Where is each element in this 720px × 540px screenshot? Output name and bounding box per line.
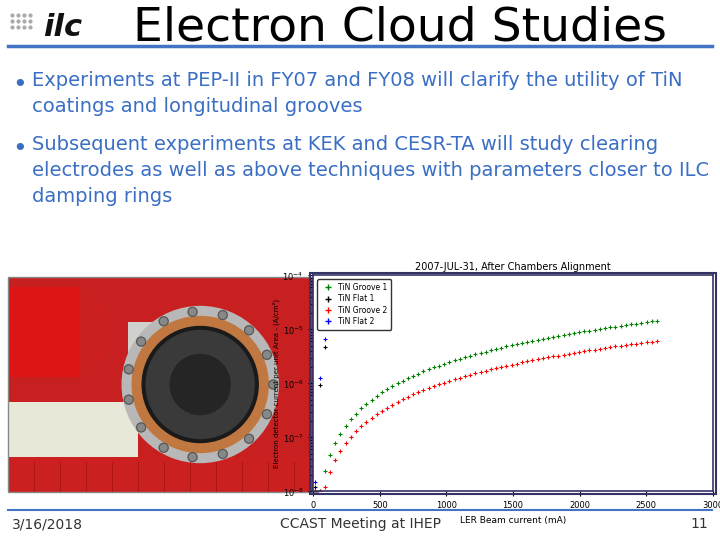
TiN Flat 1 <box>652 240 661 246</box>
Circle shape <box>245 326 253 335</box>
Line: TiN Flat 2: TiN Flat 2 <box>312 235 660 484</box>
TiN Flat 1 <box>456 240 464 246</box>
Text: ilc: ilc <box>43 14 82 43</box>
TiN Groove 1 <box>632 320 641 327</box>
Bar <box>8 457 318 492</box>
Text: CCAST Meeting at IHEP: CCAST Meeting at IHEP <box>279 517 441 531</box>
Circle shape <box>125 365 133 374</box>
TiN Groove 1 <box>388 383 397 389</box>
Circle shape <box>137 337 145 346</box>
Circle shape <box>122 307 278 462</box>
Circle shape <box>142 327 258 442</box>
TiN Groove 2 <box>388 401 397 408</box>
TiN Groove 2 <box>652 338 661 344</box>
Line: TiN Groove 1: TiN Groove 1 <box>312 319 660 494</box>
Circle shape <box>159 443 168 452</box>
TiN Flat 2 <box>367 234 376 241</box>
Bar <box>128 322 218 412</box>
Circle shape <box>26 290 110 374</box>
Circle shape <box>137 423 145 432</box>
TiN Groove 2 <box>466 372 474 378</box>
TiN Groove 2 <box>570 349 578 356</box>
Text: Experiments at PEP-II in FY07 and FY08 will clarify the utility of TiN
coatings : Experiments at PEP-II in FY07 and FY08 w… <box>32 71 683 116</box>
TiN Flat 2 <box>652 234 661 241</box>
Circle shape <box>125 395 133 404</box>
TiN Flat 2 <box>362 237 371 243</box>
TiN Groove 1 <box>362 401 371 407</box>
Text: •: • <box>12 137 27 161</box>
TiN Flat 1 <box>372 240 381 246</box>
TiN Flat 2 <box>351 251 360 257</box>
Circle shape <box>218 310 228 320</box>
TiN Flat 1 <box>351 260 360 267</box>
TiN Groove 2 <box>310 488 319 495</box>
TiN Flat 1 <box>471 240 480 246</box>
Bar <box>8 277 318 492</box>
Text: •: • <box>12 73 27 97</box>
TiN Groove 2 <box>450 376 459 383</box>
TiN Flat 1 <box>310 484 319 490</box>
TiN Groove 2 <box>362 418 371 425</box>
TiN Flat 2 <box>310 478 319 485</box>
TiN Groove 1 <box>570 330 578 336</box>
TiN Groove 2 <box>632 340 641 347</box>
Y-axis label: Electron detector current per unit Area - (A/cm²): Electron detector current per unit Area … <box>272 299 279 468</box>
Bar <box>8 277 318 492</box>
Circle shape <box>188 307 197 316</box>
Circle shape <box>262 410 271 418</box>
TiN Flat 2 <box>575 234 583 241</box>
Bar <box>8 402 138 492</box>
Circle shape <box>262 350 271 359</box>
TiN Groove 1 <box>310 488 319 495</box>
TiN Flat 2 <box>632 234 641 241</box>
Bar <box>10 287 80 377</box>
TiN Groove 1 <box>450 357 459 363</box>
TiN Flat 2 <box>471 234 480 241</box>
TiN Groove 1 <box>466 353 474 359</box>
TiN Flat 1 <box>632 240 641 246</box>
Text: 3/16/2018: 3/16/2018 <box>12 517 83 531</box>
X-axis label: LER Beam current (mA): LER Beam current (mA) <box>460 516 566 525</box>
Line: TiN Flat 1: TiN Flat 1 <box>312 240 660 490</box>
Circle shape <box>245 434 253 443</box>
Legend: TiN Groove 1, TiN Flat 1, TiN Groove 2, TiN Flat 2: TiN Groove 1, TiN Flat 1, TiN Groove 2, … <box>317 279 392 330</box>
Circle shape <box>146 330 254 438</box>
Circle shape <box>170 354 230 415</box>
Circle shape <box>269 380 278 389</box>
TiN Flat 2 <box>456 234 464 241</box>
Circle shape <box>218 449 228 458</box>
TiN Groove 1 <box>652 318 661 324</box>
TiN Flat 1 <box>575 240 583 246</box>
Text: 11: 11 <box>690 517 708 531</box>
Circle shape <box>188 453 197 462</box>
Circle shape <box>132 316 268 453</box>
TiN Flat 1 <box>362 246 371 253</box>
Circle shape <box>159 317 168 326</box>
Title: 2007-JUL-31, After Chambers Alignment: 2007-JUL-31, After Chambers Alignment <box>415 262 611 272</box>
Text: Electron Cloud Studies: Electron Cloud Studies <box>133 5 667 51</box>
Line: TiN Groove 2: TiN Groove 2 <box>312 339 660 494</box>
Text: Subsequent experiments at KEK and CESR-TA will study clearing
electrodes as well: Subsequent experiments at KEK and CESR-T… <box>32 135 709 206</box>
